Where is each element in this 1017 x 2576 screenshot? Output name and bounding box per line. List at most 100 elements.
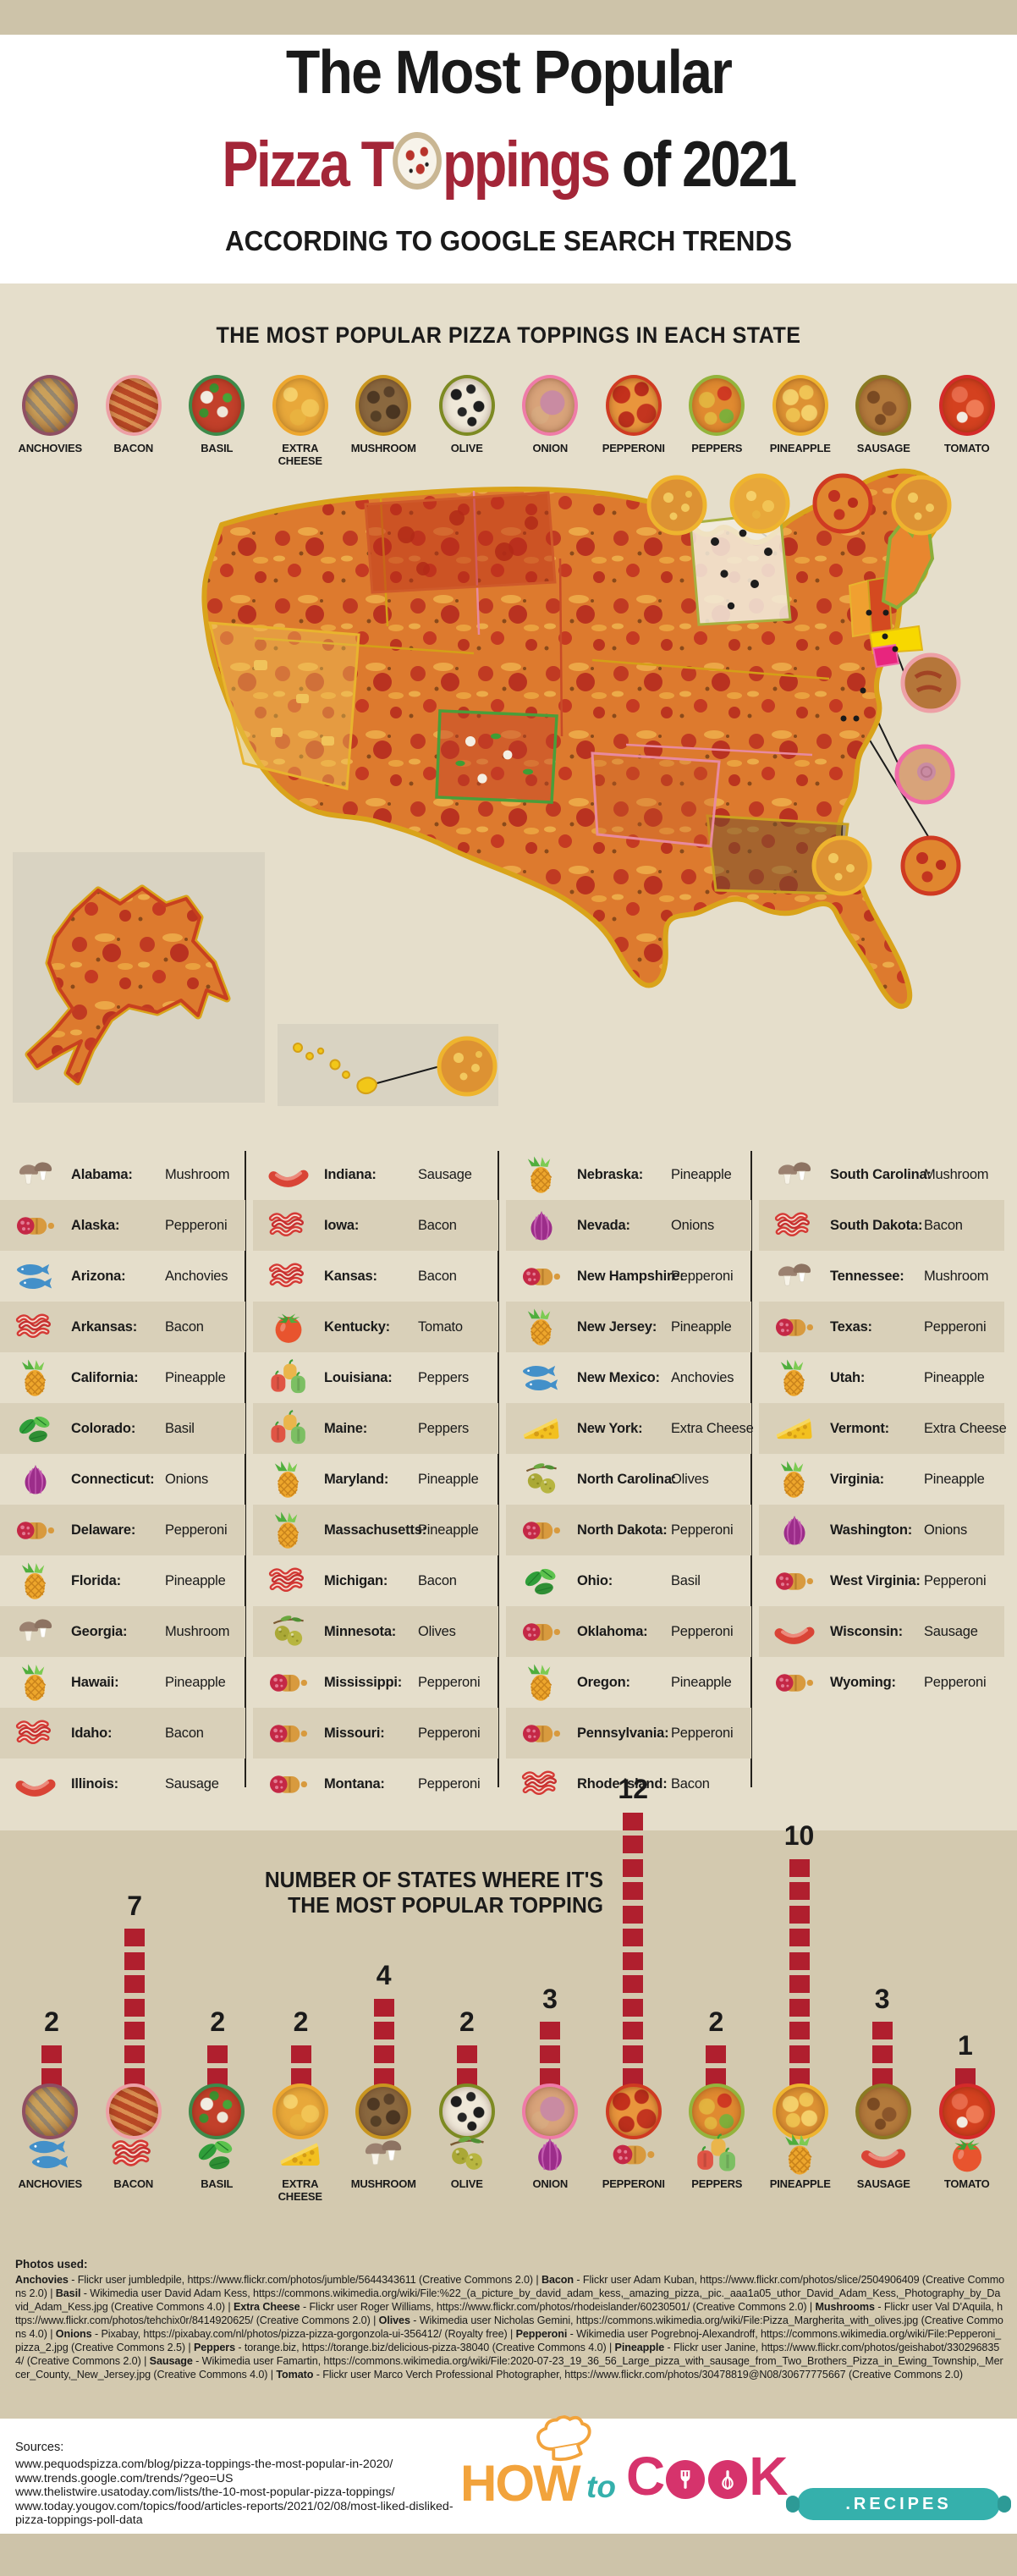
state-row: Minnesota: Olives xyxy=(253,1606,498,1657)
pineapple-icon xyxy=(264,1460,313,1500)
bar-segment xyxy=(373,2022,394,2039)
state-topping-list: Alabama: Mushroom Alaska: Pepperoni Arizon… xyxy=(0,1149,1017,1813)
state-row: Wisconsin: Sausage xyxy=(759,1606,1004,1657)
sausage-icon xyxy=(770,1612,819,1652)
state-row: Missouri: Pepperoni xyxy=(253,1708,498,1759)
state-row: Florida: Pineapple xyxy=(0,1555,245,1606)
bar-pepperoni: 12 xyxy=(618,1775,648,2086)
state-row: North Carolina: Olives xyxy=(506,1454,751,1505)
state-row: Washington: Onions xyxy=(759,1505,1004,1555)
legend-pepperoni: PEPPERONI xyxy=(592,375,676,467)
legend-pineapple: PINEAPPLE xyxy=(759,375,843,467)
axis-mushroom: MUSHROOM xyxy=(342,2083,426,2203)
pepperoni-icon xyxy=(264,1714,313,1753)
axis-extra-cheese: EXTRA CHEESE xyxy=(259,2083,343,2203)
pineapple-icon xyxy=(11,1358,60,1398)
pepperoni-icon xyxy=(11,1206,60,1246)
bar-segment xyxy=(124,2068,146,2086)
pepperoni-photo-medallion xyxy=(605,375,662,436)
state-row: Mississippi: Pepperoni xyxy=(253,1657,498,1708)
pineapple-icon xyxy=(264,1511,313,1550)
cheese-icon xyxy=(275,2133,326,2177)
anchovies-icon xyxy=(25,2133,75,2177)
bar-value-label: 2 xyxy=(44,2006,59,2037)
column-divider xyxy=(245,1151,246,1787)
us-pizza-map xyxy=(13,468,961,1106)
legend-sausage: SAUSAGE xyxy=(842,375,926,467)
bacon-icon xyxy=(264,1257,313,1296)
mushroom-photo-medallion xyxy=(355,375,412,436)
olive-photo-medallion xyxy=(438,2083,495,2139)
anchovies-icon xyxy=(517,1358,566,1398)
alaska-inset xyxy=(13,852,265,1103)
bacon-photo-medallion xyxy=(105,375,162,436)
bar-segment xyxy=(789,1905,810,1924)
state-row: South Dakota: Bacon xyxy=(759,1200,1004,1251)
bar-value-label: 3 xyxy=(874,1983,890,2014)
bar-segment xyxy=(540,2022,561,2039)
state-row: Oregon: Pineapple xyxy=(506,1657,751,1708)
pizza-icon xyxy=(393,132,443,190)
basil-photo-medallion xyxy=(189,2083,245,2139)
bar-segment xyxy=(623,1975,644,1993)
callout-connecticut-onions xyxy=(894,744,955,805)
callout-new-jersey-pineapple xyxy=(811,835,872,896)
anchovies-photo-medallion xyxy=(22,2083,79,2139)
bar-segment xyxy=(124,1975,146,1993)
hawaii-inset xyxy=(278,1024,498,1106)
state-row: Vermont: Extra Cheese xyxy=(759,1403,1007,1454)
tomato-icon xyxy=(264,1307,313,1347)
legend-olive: OLIVE xyxy=(426,375,509,467)
sources-block: Sources: www.pequodspizza.com/blog/pizza… xyxy=(15,2441,455,2528)
bar-value-label: 2 xyxy=(708,2006,724,2037)
onion-icon xyxy=(770,1511,819,1550)
bar-segment xyxy=(623,1929,644,1946)
callout-delaware-pepperoni xyxy=(900,835,961,896)
state-row: Utah: Pineapple xyxy=(759,1352,1004,1403)
source-line: www.pequodspizza.com/blog/pizza-toppings… xyxy=(15,2458,393,2471)
legend-mushroom: MUSHROOM xyxy=(342,375,426,467)
basil-icon xyxy=(517,1561,566,1601)
chart-axis-row: ANCHOVIES BACON BASIL EXTRA CHEESE MUSHR… xyxy=(8,2083,1009,2203)
bacon-icon xyxy=(264,1561,313,1601)
bar-extra-cheese: 2 xyxy=(290,2008,311,2086)
state-row: Colorado: Basil xyxy=(0,1403,245,1454)
peppers-icon xyxy=(264,1358,313,1398)
tomato-photo-medallion xyxy=(938,2083,995,2139)
pepperoni-icon xyxy=(517,1612,566,1652)
state-row: Indiana: Sausage xyxy=(253,1149,498,1200)
sausage-photo-medallion xyxy=(855,2083,912,2139)
bar-segment xyxy=(124,1998,146,2017)
peppers-icon xyxy=(264,1409,313,1449)
legend-bacon: BACON xyxy=(92,375,176,467)
state-row: Ohio: Basil xyxy=(506,1555,751,1606)
pineapple-photo-medallion xyxy=(772,2083,828,2139)
rolling-pin-badge: .RECIPES xyxy=(786,2488,1011,2520)
legend-basil: BASIL xyxy=(175,375,259,467)
extra-cheese-photo-medallion xyxy=(272,2083,328,2139)
map-collage-patches xyxy=(208,490,935,895)
bacon-icon xyxy=(264,1206,313,1246)
sausage-photo-medallion xyxy=(855,375,912,436)
mushroom-icon xyxy=(770,1257,819,1296)
state-row: Nevada: Onions xyxy=(506,1200,751,1251)
olive-icon xyxy=(517,1460,566,1500)
bar-basil: 2 xyxy=(207,2008,228,2086)
state-row: Michigan: Bacon xyxy=(253,1555,498,1606)
bar-anchovies: 2 xyxy=(41,2008,62,2086)
top-band xyxy=(0,0,1017,35)
cheese-icon xyxy=(770,1409,819,1449)
state-row: Massachusetts: Pineapple xyxy=(253,1505,498,1555)
bar-segment xyxy=(290,2045,311,2063)
state-row: North Dakota: Pepperoni xyxy=(506,1505,751,1555)
source-line: www.trends.google.com/trends/?geo=US xyxy=(15,2471,234,2485)
state-row: New Jersey: Pineapple xyxy=(506,1302,751,1352)
bar-segment xyxy=(789,2068,810,2086)
state-row: New York: Extra Cheese xyxy=(506,1403,754,1454)
onion-icon xyxy=(525,2133,575,2177)
peppers-photo-medallion xyxy=(689,375,745,436)
bar-value-label: 2 xyxy=(210,2006,226,2037)
topping-legend-row: ANCHOVIES BACON BASIL EXTRA CHEESE MUSHR… xyxy=(8,375,1009,467)
